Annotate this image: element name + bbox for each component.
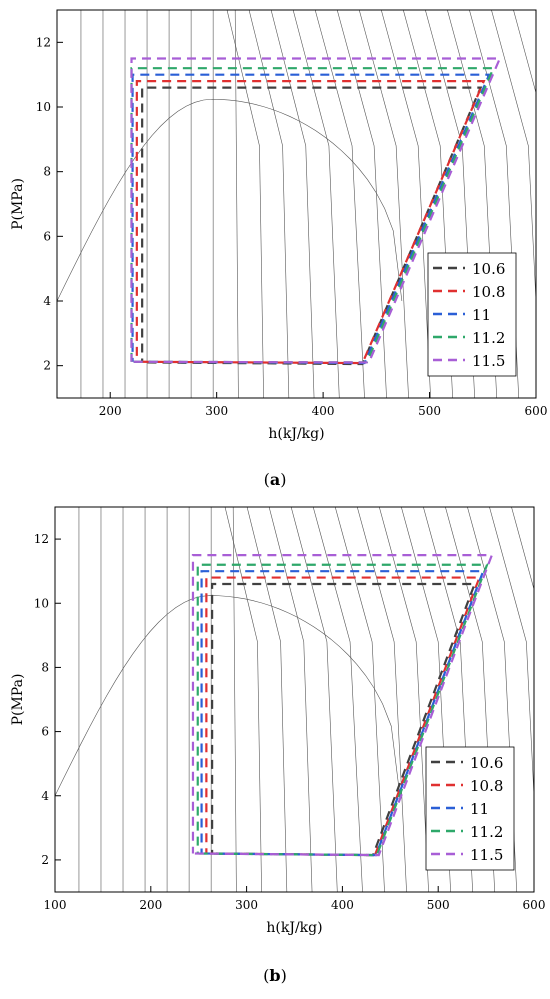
x-tick-label: 500 (418, 404, 441, 418)
series-group (191, 554, 494, 857)
y-axis-label: P(MPa) (10, 178, 26, 230)
y-tick-label: 12 (34, 532, 49, 546)
x-tick-label: 400 (312, 404, 335, 418)
x-tick-label: 500 (427, 898, 450, 912)
isotherm-line (356, 507, 407, 892)
saturation-dome-curve (55, 595, 401, 796)
y-tick-label: 8 (41, 660, 49, 674)
x-tick-label: 400 (331, 898, 354, 912)
x-tick-label: 100 (44, 898, 67, 912)
series-line-10-6 (211, 582, 477, 857)
y-tick-label: 8 (43, 165, 51, 179)
isotherm-line (358, 10, 409, 398)
isotherm-line (224, 507, 262, 892)
isotherm-line (292, 10, 340, 398)
legend-entry-label: 11 (472, 306, 491, 324)
y-tick-label: 10 (36, 100, 51, 114)
y-axis-label: P(MPa) (10, 674, 26, 726)
y-tick-label: 10 (34, 596, 49, 610)
y-tick-label: 12 (36, 35, 51, 49)
y-tick-label: 6 (41, 725, 49, 739)
isotherm-line (511, 507, 534, 591)
isotherm-line (270, 10, 315, 398)
series-group (130, 57, 502, 366)
panel-label-b: (b) (263, 966, 287, 985)
legend-entry-label: 10.8 (472, 283, 505, 301)
legend-entry-label: 10.6 (472, 260, 505, 278)
isotherm-line (513, 10, 536, 95)
plot-frame (54, 506, 535, 893)
x-tick-label: 200 (99, 404, 122, 418)
isotherm-line (314, 10, 365, 398)
x-tick-label: 600 (523, 898, 546, 912)
legend-entry-label: 10.8 (470, 777, 503, 795)
series-line-11-5 (191, 554, 494, 857)
isotherm-line (491, 10, 536, 308)
isotherm-line (268, 507, 313, 892)
y-tick-label: 6 (43, 229, 51, 243)
legend: 10.6 10.8 11 11.2 11.5 (425, 746, 515, 871)
series-line-11-2 (196, 563, 489, 857)
legend-entry-label: 11 (470, 800, 489, 818)
chart-panel-a: 200 300 400 500 600 2 4 6 8 10 12 h(kJ/kg) P(MPa) 10.… (10, 9, 548, 442)
series-line-10-8 (135, 80, 486, 365)
legend-box (427, 252, 517, 377)
legend-entry-label: 11.2 (472, 329, 505, 347)
x-axis-label: h(kJ/kg) (268, 426, 324, 442)
panel-label-a: (a) (263, 470, 287, 489)
saturation-dome-curve (57, 98, 403, 302)
isotherm-line (312, 507, 363, 892)
series-line-11-5 (130, 57, 502, 364)
x-tick-label: 600 (525, 404, 548, 418)
legend-box (425, 746, 515, 871)
y-tick-label: 4 (43, 294, 51, 308)
x-tick-label: 300 (235, 898, 258, 912)
y-tick-label: 2 (41, 853, 49, 867)
legend-entry-label: 11.5 (472, 352, 505, 370)
isotherm-line (248, 10, 290, 398)
isotherm-line (489, 507, 534, 802)
plot-frame (56, 9, 537, 399)
y-tick-label: 4 (41, 789, 49, 803)
x-tick-label: 300 (205, 404, 228, 418)
legend-entry-label: 11.2 (470, 823, 503, 841)
x-tick-label: 200 (139, 898, 162, 912)
chart-panel-b: 100 200 300 400 500 600 2 4 6 8 10 12 h(kJ/kg) P(MPa)… (10, 506, 546, 936)
isotherm-line (226, 10, 264, 398)
legend: 10.6 10.8 11 11.2 11.5 (427, 252, 517, 377)
y-tick-label: 2 (43, 359, 51, 373)
x-axis-label: h(kJ/kg) (266, 920, 322, 936)
legend-entry-label: 10.6 (470, 754, 503, 772)
legend-entry-label: 11.5 (470, 846, 503, 864)
